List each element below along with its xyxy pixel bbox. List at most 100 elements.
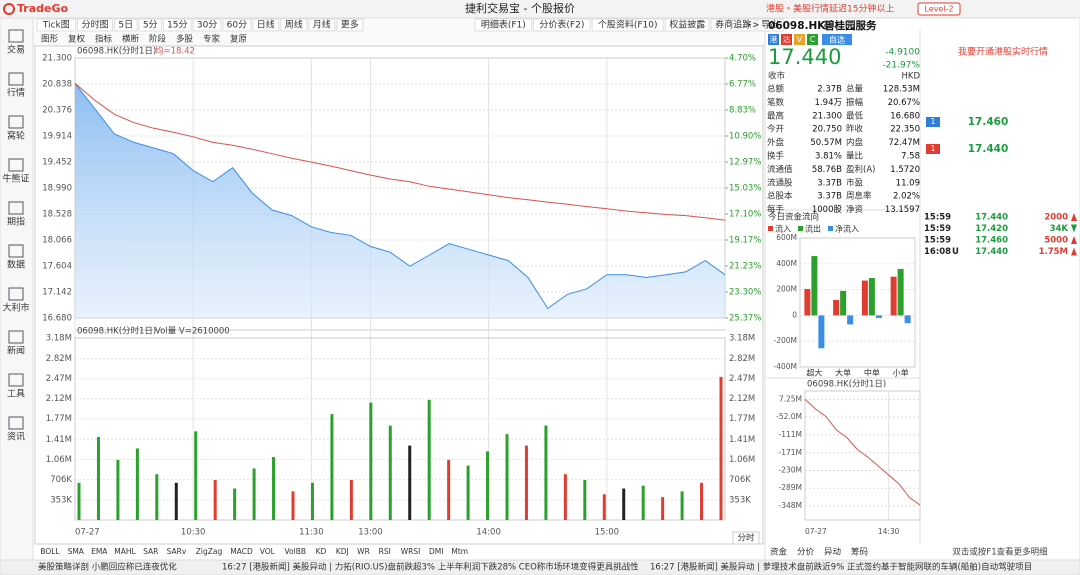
- detail-tab[interactable]: 资金: [770, 547, 788, 558]
- tool-tab-frame[interactable]: [756, 18, 784, 32]
- detail-tab[interactable]: 筹码: [851, 547, 868, 558]
- period-button[interactable]: 分时: [737, 533, 755, 544]
- period-tab-frame[interactable]: [114, 18, 138, 32]
- sub-tab[interactable]: 复权: [68, 34, 86, 45]
- detail-hint: 双击或按F1查看更多明细: [952, 547, 1047, 558]
- sub-tab[interactable]: 横断: [122, 34, 140, 45]
- indicator-tab[interactable]: VOL: [260, 547, 276, 556]
- more-arrow[interactable]: >>: [744, 21, 759, 31]
- badge[interactable]: [794, 34, 805, 45]
- sub-tab[interactable]: 指标: [95, 34, 113, 45]
- period-tab[interactable]: 周线: [285, 19, 303, 31]
- sidebar-item[interactable]: 大利市: [2, 302, 29, 314]
- indicator-tab[interactable]: DMI: [429, 547, 443, 556]
- sidebar-item[interactable]: 新闻: [7, 345, 25, 357]
- period-tab[interactable]: 60分: [227, 20, 247, 31]
- period-tab-frame[interactable]: [280, 18, 308, 32]
- tool-tab-frame[interactable]: [474, 18, 533, 32]
- indicator-tab[interactable]: KD: [316, 547, 327, 556]
- period-button-frame[interactable]: [732, 531, 760, 545]
- indicator-tab[interactable]: SARv: [167, 547, 187, 556]
- sidebar-icon[interactable]: [8, 416, 24, 430]
- sidebar-item[interactable]: 行情: [7, 87, 25, 99]
- period-tab[interactable]: 更多: [341, 19, 359, 31]
- tool-tab[interactable]: 权益披露: [669, 19, 705, 31]
- realtime-link[interactable]: 我要开通港股实时行情: [958, 46, 1048, 58]
- indicator-tab[interactable]: KDJ: [336, 547, 349, 556]
- sidebar-item[interactable]: 牛熊证: [2, 173, 29, 185]
- tool-tab[interactable]: 分价表(F2): [539, 19, 584, 31]
- sidebar-item[interactable]: 窝轮: [7, 130, 25, 142]
- sidebar-icon[interactable]: [8, 244, 24, 258]
- indicator-tab[interactable]: SAR: [143, 547, 158, 556]
- detail-tab[interactable]: 异动: [824, 547, 842, 558]
- period-tab[interactable]: 15分: [167, 20, 187, 31]
- tool-tab-frame[interactable]: [533, 18, 591, 32]
- sidebar-item[interactable]: 工具: [7, 389, 25, 400]
- stock-name: 碧桂园服务: [823, 19, 877, 32]
- indicator-tab[interactable]: EMA: [91, 547, 108, 556]
- badge[interactable]: [781, 34, 792, 45]
- market-notice[interactable]: 港股・美股行情延迟15分钟以上: [766, 3, 894, 15]
- sidebar-icon[interactable]: [8, 115, 24, 129]
- period-tab-frame[interactable]: [336, 18, 364, 32]
- sidebar-icon[interactable]: [8, 158, 24, 172]
- indicator-tab[interactable]: RSI: [379, 547, 391, 556]
- period-tab-frame[interactable]: [308, 18, 336, 32]
- sub-tab[interactable]: 复原: [230, 34, 247, 45]
- period-tab[interactable]: 30分: [197, 20, 217, 31]
- tool-tab[interactable]: 个股资料(F10): [598, 19, 658, 31]
- indicator-tab[interactable]: BOLL: [40, 547, 60, 556]
- sidebar-item[interactable]: 交易: [7, 44, 25, 56]
- sidebar-item[interactable]: 数据: [7, 259, 25, 271]
- sidebar-icon[interactable]: [8, 29, 24, 43]
- sub-tab[interactable]: 阶段: [149, 34, 167, 45]
- period-tab-frame[interactable]: [162, 18, 192, 32]
- period-tab[interactable]: 5日: [118, 20, 133, 31]
- tool-tab-frame[interactable]: [591, 18, 664, 32]
- period-tab[interactable]: 月线: [313, 19, 331, 31]
- sidebar-icon[interactable]: [8, 201, 24, 215]
- sidebar-item[interactable]: 期指: [7, 216, 25, 228]
- period-tab[interactable]: 分时图: [82, 19, 109, 31]
- sidebar-icon[interactable]: [8, 373, 24, 387]
- sidebar-item[interactable]: 资讯: [7, 432, 25, 443]
- sub-tab[interactable]: 专家: [203, 34, 221, 45]
- indicator-tab[interactable]: MAHL: [114, 547, 136, 556]
- level-box[interactable]: [917, 2, 961, 16]
- watch-label[interactable]: 自选: [829, 35, 845, 45]
- indicator-tab[interactable]: WRSI: [401, 547, 421, 556]
- tool-tab-frame[interactable]: [710, 18, 756, 32]
- sub-tab[interactable]: 多股: [176, 34, 194, 45]
- period-tab[interactable]: 日线: [257, 19, 275, 31]
- period-tab-frame[interactable]: [192, 18, 222, 32]
- sub-tab[interactable]: 图形: [41, 35, 59, 45]
- sidebar-icon[interactable]: [8, 72, 24, 86]
- tool-tab[interactable]: 导出: [761, 19, 779, 31]
- tool-tab[interactable]: 明细表(F1): [481, 19, 526, 31]
- period-tab[interactable]: 5分: [143, 20, 158, 31]
- indicator-tab[interactable]: SMA: [68, 547, 85, 556]
- period-tab-frame[interactable]: [222, 18, 252, 32]
- indicator-tab[interactable]: Mtm: [451, 547, 468, 556]
- tool-tab-frame[interactable]: [664, 18, 710, 32]
- watch-button[interactable]: [822, 34, 852, 45]
- period-tab[interactable]: Tick图: [42, 20, 70, 31]
- period-tab-frame[interactable]: [77, 18, 114, 32]
- period-tab-frame[interactable]: [36, 18, 77, 32]
- indicator-tab[interactable]: VolBB: [284, 547, 306, 556]
- indicator-tab[interactable]: WR: [357, 547, 370, 556]
- badge[interactable]: [768, 34, 779, 45]
- sidebar-icon[interactable]: [8, 330, 24, 344]
- tool-tab[interactable]: 券商追踪: [715, 19, 751, 31]
- level[interactable]: Level-2: [924, 5, 953, 14]
- period-tab-frame[interactable]: [138, 18, 162, 32]
- detail-tab[interactable]: 分价: [797, 548, 815, 558]
- badge[interactable]: [807, 34, 818, 45]
- volume-bar: [252, 468, 256, 520]
- stat-value: 50.57M: [810, 138, 842, 148]
- sidebar-icon[interactable]: [8, 287, 24, 301]
- indicator-tab[interactable]: ZigZag: [196, 547, 223, 556]
- period-tab-frame[interactable]: [252, 18, 280, 32]
- indicator-tab[interactable]: MACD: [230, 547, 253, 556]
